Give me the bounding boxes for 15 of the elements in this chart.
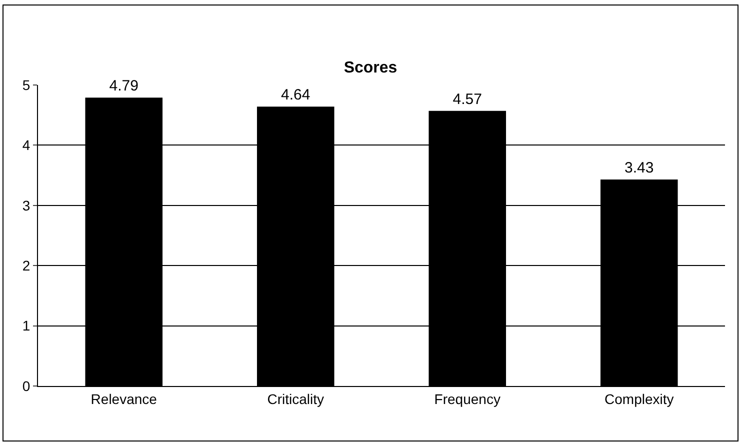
- y-tick-label: 1: [22, 318, 30, 334]
- data-label: 4.64: [281, 86, 310, 104]
- x-tick-label: Criticality: [267, 390, 324, 407]
- y-tick-label: 4: [22, 137, 30, 154]
- y-tick-label: 0: [22, 378, 30, 394]
- x-tick-label: Complexity: [604, 390, 674, 407]
- data-label: 4.79: [109, 78, 138, 95]
- chart-title: Scores: [344, 60, 398, 77]
- y-tick-label: 5: [22, 76, 30, 93]
- x-tick-label: Frequency: [434, 390, 500, 407]
- y-tick-label: 3: [22, 197, 30, 214]
- y-tick-label: 2: [22, 258, 30, 274]
- data-label: 4.57: [452, 90, 482, 108]
- x-tick-label: Relevance: [90, 390, 158, 407]
- data-label: 3.43: [624, 160, 654, 177]
